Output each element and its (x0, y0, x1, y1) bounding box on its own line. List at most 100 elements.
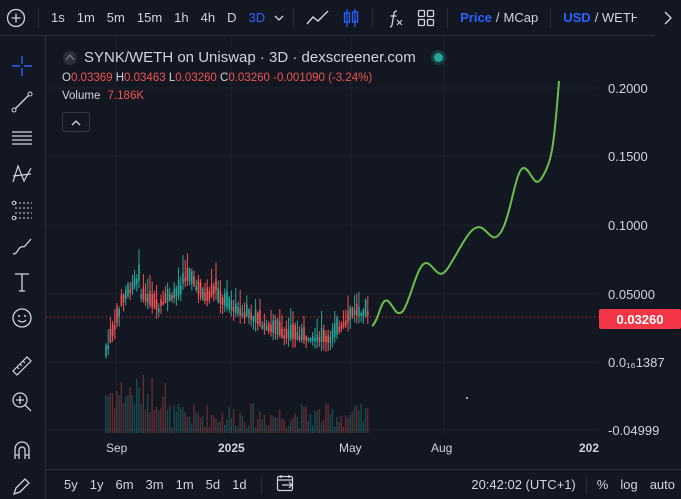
time-tick: 2025 (218, 441, 245, 455)
price-tick: 0.0₁₆1387 (608, 355, 665, 370)
candle-body (342, 322, 345, 328)
interval-4h[interactable]: 4h (200, 10, 216, 25)
candle-body (334, 323, 336, 337)
candles-button[interactable] (336, 0, 366, 36)
interval-15m[interactable]: 15m (136, 10, 163, 25)
volume-bar (338, 421, 340, 433)
interval-5m[interactable]: 5m (106, 10, 125, 25)
indicators-button[interactable] (379, 0, 411, 36)
candle-body (160, 299, 162, 306)
volume-bar (316, 410, 318, 433)
volume-bar (323, 419, 325, 433)
volume-bar (246, 427, 248, 433)
volume-bar (290, 420, 292, 433)
symbol-title: SYNK/WETH on Uniswap · 3D · dexscreener.… (84, 49, 416, 66)
pattern-tool[interactable] (5, 158, 39, 190)
separator (372, 7, 374, 28)
candle-body (173, 288, 175, 299)
range-1m[interactable]: 1m (175, 477, 194, 492)
volume-value: 7.186K (107, 90, 145, 102)
candle-body (360, 312, 362, 316)
candle-body (144, 293, 147, 302)
range-1y[interactable]: 1y (89, 477, 104, 492)
volume-bar (162, 396, 164, 433)
interval-1m[interactable]: 1m (76, 10, 95, 25)
candle-body (362, 309, 365, 316)
volume-bar (285, 427, 287, 433)
volume-bar (186, 416, 188, 433)
chart-type-button[interactable] (300, 0, 336, 36)
volume-bar (334, 426, 336, 433)
volume-bar (175, 411, 177, 433)
range-6m[interactable]: 6m (115, 477, 134, 492)
percent-toggle[interactable]: % (596, 477, 609, 492)
auto-toggle[interactable]: auto (649, 477, 675, 492)
lock-drawings-tool[interactable] (5, 470, 39, 499)
candle-body (347, 310, 349, 323)
horizontal-lines-tool[interactable] (5, 122, 39, 154)
volume-bar (169, 405, 171, 433)
currency-toggle[interactable]: USD / WETH (557, 0, 637, 36)
candle-body (318, 337, 321, 342)
candle-body (241, 313, 244, 317)
candle-body (177, 279, 180, 296)
time-tick: 202 (579, 441, 600, 455)
zoom-in-icon (12, 392, 32, 412)
volume-bar (204, 427, 206, 433)
range-5y[interactable]: 5y (64, 477, 78, 492)
trend-line-tool[interactable] (5, 86, 39, 118)
candle-body (312, 336, 314, 342)
candle-body (268, 323, 270, 332)
chart-pane[interactable]: SYNK/WETH on Uniswap · 3D · dexscreener.… (46, 36, 681, 469)
volume-bar (312, 425, 314, 433)
interval-3d[interactable]: 3D (248, 10, 266, 25)
volume-bar (274, 417, 276, 433)
mcap-label: MCap (503, 10, 539, 25)
candle-body (118, 309, 120, 317)
add-symbol-button[interactable] (0, 0, 32, 36)
marker-dot (466, 397, 468, 399)
separator (38, 7, 39, 28)
interval-1s[interactable]: 1s (51, 10, 65, 25)
clock-time[interactable]: 20:42:02 (UTC+1) (471, 477, 576, 492)
text-tool[interactable] (5, 266, 39, 298)
brush-tool[interactable] (5, 230, 39, 262)
interval-1h[interactable]: 1h (174, 10, 189, 25)
measure-tool[interactable] (5, 350, 39, 382)
volume-bar (193, 404, 195, 433)
volume-bar (125, 396, 127, 433)
volume-bar (217, 422, 219, 433)
price-chart[interactable] (46, 36, 681, 469)
collapse-legend-button[interactable] (62, 112, 90, 132)
log-toggle[interactable]: log (620, 477, 638, 492)
candle-body (125, 289, 127, 300)
fib-tool[interactable] (5, 194, 39, 226)
volume-bar (325, 404, 327, 433)
price-mcap-toggle[interactable]: Price / MCap (454, 0, 544, 36)
candle-body (199, 282, 202, 297)
zoom-tool[interactable] (5, 386, 39, 418)
range-1d[interactable]: 1d (232, 477, 247, 492)
range-5d[interactable]: 5d (205, 477, 221, 492)
chevron-down-icon (274, 15, 284, 21)
candle-body (309, 337, 312, 341)
volume-bar (241, 415, 243, 433)
scroll-right-button[interactable] (655, 0, 681, 36)
layouts-button[interactable] (411, 0, 441, 36)
current-price-badge: 0.03260 (599, 309, 681, 329)
emoji-tool[interactable] (5, 302, 39, 334)
interval-dropdown-button[interactable] (271, 0, 287, 36)
range-3m[interactable]: 3m (145, 477, 164, 492)
volume-bar (215, 418, 217, 433)
candle-body (316, 334, 318, 342)
go-to-date-button[interactable] (270, 474, 302, 495)
candle-body (237, 306, 239, 315)
candle-body (265, 325, 268, 331)
candle-body (228, 297, 230, 309)
crosshair-tool[interactable] (5, 50, 39, 82)
magnet-tool[interactable] (5, 434, 39, 466)
volume-bar (197, 413, 199, 433)
volume-bar (283, 420, 285, 433)
candle-body (140, 294, 142, 299)
interval-d[interactable]: D (227, 10, 237, 25)
